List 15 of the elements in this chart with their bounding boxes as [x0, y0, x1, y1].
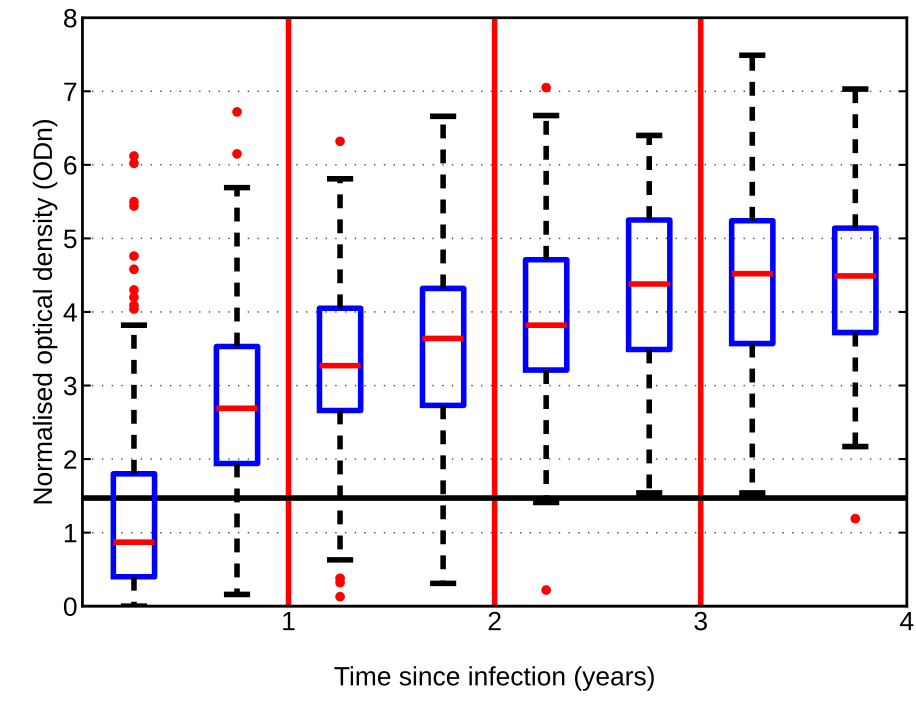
x-tick-label: 1	[283, 612, 295, 630]
y-tick-label: 4	[64, 303, 77, 322]
y-axis-title: Normalised optical density (ODn)	[32, 120, 58, 504]
y-tick-label: 0	[64, 597, 77, 616]
y-tick-label: 2	[64, 450, 76, 469]
y-tick-label: 7	[64, 82, 76, 101]
y-tick-label: 1	[64, 524, 76, 542]
x-tick-label: 3	[694, 612, 707, 630]
x-tick-label: 4	[900, 612, 914, 630]
y-tick-label: 6	[64, 156, 76, 175]
x-tick-label: 2	[488, 612, 501, 630]
x-axis-title: Time since infection (years)	[334, 666, 654, 691]
y-tick-label: 8	[64, 8, 76, 28]
y-tick-label: 3	[64, 376, 76, 396]
y-tick-label: 5	[64, 230, 76, 248]
